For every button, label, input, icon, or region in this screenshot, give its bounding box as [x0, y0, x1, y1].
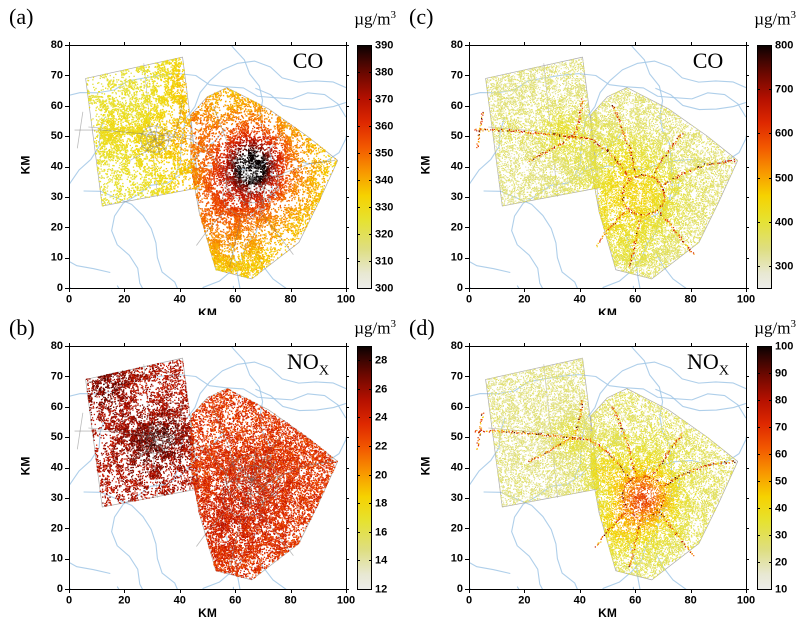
- panel-d-letter: (d): [409, 315, 435, 340]
- unit-text: µg/m: [354, 9, 391, 29]
- unit-text: µg/m: [754, 318, 791, 338]
- unit-exponent: 3: [390, 318, 397, 330]
- panel-c: (c) µg/m3 CO KM KM: [400, 0, 800, 320]
- unit-text: µg/m: [354, 318, 391, 338]
- panel-d-pollutant-label: NOX: [676, 349, 740, 379]
- panel-a-yaxis-label: KM: [18, 155, 33, 175]
- panel-d-yaxis-label: KM: [418, 456, 433, 476]
- unit-text: µg/m: [754, 9, 791, 29]
- panel-c-letter: (c): [409, 4, 434, 29]
- pollutant-text: NO: [687, 349, 719, 374]
- pollutant-text: CO: [292, 48, 324, 73]
- panel-c-pollutant-label: CO: [676, 48, 740, 78]
- pollutant-subscript: X: [318, 363, 329, 379]
- panel-b-xaxis-label: KM: [198, 606, 217, 620]
- panel-d: (d) µg/m3 NOX KM KM: [400, 315, 800, 629]
- panel-b-letter: (b): [9, 315, 35, 340]
- panel-a-pollutant-label: CO: [276, 48, 340, 78]
- panel-d-map-canvas: [400, 315, 800, 629]
- panel-a: (a) µg/m3 CO KM KM: [0, 0, 400, 320]
- panel-c-yaxis-label: KM: [418, 155, 433, 175]
- panel-a-map-canvas: [0, 0, 400, 315]
- panel-d-xaxis-label: KM: [598, 606, 617, 620]
- panel-b-pollutant-label: NOX: [276, 349, 340, 379]
- panel-b-colorbar-unit: µg/m3: [330, 318, 396, 338]
- panel-a-letter: (a): [9, 4, 34, 29]
- unit-exponent: 3: [390, 9, 397, 21]
- panel-b-yaxis-label: KM: [18, 456, 33, 476]
- pollutant-text: NO: [287, 349, 319, 374]
- pollutant-text: CO: [692, 48, 724, 73]
- unit-exponent: 3: [790, 9, 797, 21]
- pollutant-subscript: X: [718, 363, 729, 379]
- unit-exponent: 3: [790, 318, 797, 330]
- panel-c-colorbar-unit: µg/m3: [730, 9, 796, 29]
- panel-c-map-canvas: [400, 0, 800, 315]
- panel-b: (b) µg/m3 NOX KM KM: [0, 315, 400, 629]
- panel-a-colorbar-unit: µg/m3: [330, 9, 396, 29]
- panel-d-colorbar-unit: µg/m3: [730, 318, 796, 338]
- panel-b-map-canvas: [0, 315, 400, 629]
